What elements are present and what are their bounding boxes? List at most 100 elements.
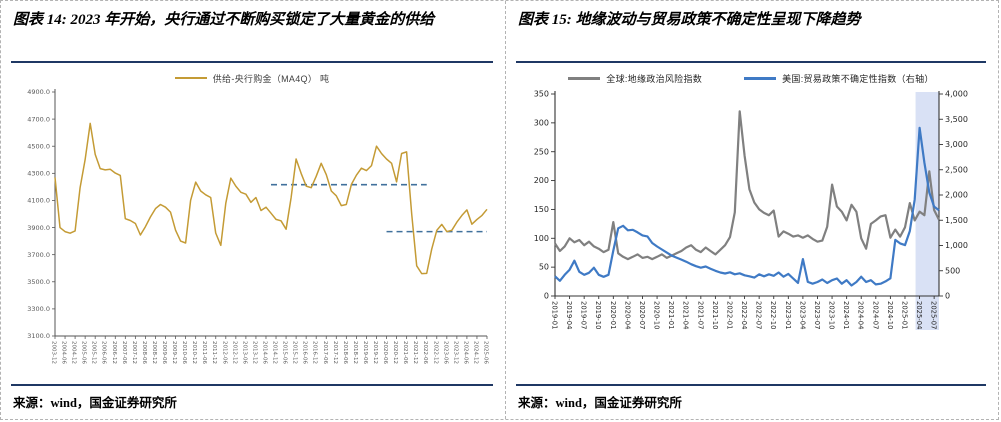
svg-text:2005-12: 2005-12 [91, 341, 97, 364]
svg-text:2016-12: 2016-12 [312, 341, 318, 364]
svg-text:2025-06: 2025-06 [483, 341, 489, 364]
svg-text:2024-12: 2024-12 [472, 341, 478, 364]
svg-text:2023-04: 2023-04 [798, 301, 806, 329]
svg-text:100: 100 [534, 234, 549, 243]
svg-text:2019-10: 2019-10 [594, 301, 602, 329]
gold-line-swatch [174, 77, 207, 79]
legend-item-gpr: 全球:地缘政治风险指数 [568, 72, 702, 85]
right-chart-axes: 3503002502001501005004,0003,5003,0002,50… [534, 90, 968, 330]
figure-14-chart-zone: 供给-央行购金（MA4Q） 吨 4900.0 4700.0 4500.0 4300.0… [11, 63, 493, 384]
figure-14-line-chart: 4900.0 4700.0 4500.0 4300.0 4100.0 3900.0 3700… [27, 88, 489, 364]
figure-15-legend: 全球:地缘政治风险指数 美国:贸易政策不确定性指数（右轴） [568, 70, 933, 86]
svg-text:500: 500 [945, 266, 960, 275]
svg-text:2020-04: 2020-04 [623, 301, 631, 329]
svg-text:2012-06: 2012-06 [221, 341, 227, 364]
svg-text:3300.0: 3300.0 [27, 305, 50, 313]
svg-text:2003-12: 2003-12 [51, 341, 57, 364]
legend-item-supply: 供给-央行购金（MA4Q） 吨 [174, 72, 330, 85]
legend-label-supply: 供给-央行购金（MA4Q） 吨 [212, 73, 330, 84]
svg-text:2018-06: 2018-06 [342, 341, 348, 364]
svg-text:2011-12: 2011-12 [211, 341, 217, 364]
svg-text:3100.0: 3100.0 [27, 332, 50, 340]
figure-15-dual-axis-chart: 3503002502001501005004,0003,5003,0002,50… [534, 90, 968, 330]
svg-text:2006-06: 2006-06 [101, 341, 107, 364]
svg-text:2014-06: 2014-06 [261, 341, 267, 364]
svg-text:2005-06: 2005-06 [81, 341, 87, 364]
svg-text:2016-06: 2016-06 [302, 341, 308, 364]
figure-14-legend: 供给-央行购金（MA4Q） 吨 [174, 70, 330, 86]
svg-text:1,000: 1,000 [945, 241, 968, 250]
svg-text:2018-12: 2018-12 [352, 341, 358, 364]
svg-text:2024-07: 2024-07 [871, 301, 879, 329]
svg-text:2024-04: 2024-04 [857, 301, 865, 329]
svg-text:2023-01: 2023-01 [784, 301, 792, 329]
svg-text:2014-12: 2014-12 [272, 341, 278, 364]
svg-text:300: 300 [534, 118, 549, 127]
svg-text:2020-10: 2020-10 [653, 301, 661, 329]
svg-text:2024-06: 2024-06 [462, 341, 468, 364]
svg-text:2021-12: 2021-12 [412, 341, 418, 364]
svg-text:2021-10: 2021-10 [711, 301, 719, 329]
svg-text:2007-12: 2007-12 [131, 341, 137, 364]
blue-line-swatch [744, 76, 777, 80]
svg-text:2006-12: 2006-12 [111, 341, 117, 364]
svg-text:2020-01: 2020-01 [609, 301, 617, 329]
svg-text:2,500: 2,500 [945, 165, 968, 174]
legend-label-tpu: 美国:贸易政策不确定性指数（右轴） [782, 73, 934, 84]
svg-text:2013-06: 2013-06 [241, 341, 247, 364]
svg-text:2017-12: 2017-12 [332, 341, 338, 364]
svg-text:2021-01: 2021-01 [667, 301, 675, 329]
svg-text:4700.0: 4700.0 [27, 115, 50, 123]
svg-text:2015-06: 2015-06 [282, 341, 288, 364]
svg-text:2010-06: 2010-06 [181, 341, 187, 364]
tpu-series-line [554, 126, 940, 287]
svg-text:2024-01: 2024-01 [842, 301, 850, 329]
svg-text:2004-12: 2004-12 [71, 341, 77, 364]
svg-text:250: 250 [534, 147, 549, 156]
gray-line-swatch [568, 76, 601, 80]
figure-14-title: 图表 14: 2023 年开始，央行通过不断购买锁定了大量黄金的供给 [11, 7, 493, 63]
svg-text:3,000: 3,000 [945, 140, 968, 149]
svg-text:2022-07: 2022-07 [755, 301, 763, 329]
svg-text:2009-06: 2009-06 [161, 341, 167, 364]
svg-text:2023-07: 2023-07 [813, 301, 821, 329]
svg-text:2022-06: 2022-06 [422, 341, 428, 364]
svg-text:2020-06: 2020-06 [382, 341, 388, 364]
svg-text:2019-06: 2019-06 [362, 341, 368, 364]
gpr-series-line [554, 110, 940, 261]
legend-item-tpu: 美国:贸易政策不确定性指数（右轴） [744, 72, 934, 85]
svg-text:2020-12: 2020-12 [392, 341, 398, 364]
svg-text:2021-07: 2021-07 [696, 301, 704, 329]
svg-text:2008-12: 2008-12 [151, 341, 157, 364]
svg-text:50: 50 [539, 263, 549, 272]
figure-15-title: 图表 15: 地缘波动与贸易政策不确定性呈现下降趋势 [516, 7, 986, 63]
svg-text:2022-01: 2022-01 [725, 301, 733, 329]
panel-figure-15: 图表 15: 地缘波动与贸易政策不确定性呈现下降趋势 全球:地缘政治风险指数 美… [505, 1, 998, 419]
svg-text:150: 150 [534, 205, 549, 214]
svg-text:2021-06: 2021-06 [402, 341, 408, 364]
svg-text:1,500: 1,500 [945, 216, 968, 225]
svg-text:4,000: 4,000 [945, 90, 968, 99]
figure-15-chart-zone: 全球:地缘政治风险指数 美国:贸易政策不确定性指数（右轴） 350 300 250 2… [516, 63, 986, 384]
svg-text:2017-06: 2017-06 [322, 341, 328, 364]
svg-text:4300.0: 4300.0 [27, 170, 50, 178]
svg-text:2024-10: 2024-10 [886, 301, 894, 329]
svg-text:3,500: 3,500 [945, 115, 968, 124]
figure-15-source: 来源：wind，国金证券研究所 [516, 384, 986, 413]
svg-text:2007-06: 2007-06 [121, 341, 127, 364]
svg-text:3500.0: 3500.0 [27, 278, 50, 286]
svg-text:0: 0 [544, 292, 549, 301]
svg-text:2021-04: 2021-04 [682, 301, 690, 329]
svg-text:0: 0 [945, 292, 950, 301]
svg-text:2011-06: 2011-06 [201, 341, 207, 364]
svg-text:2023-10: 2023-10 [828, 301, 836, 329]
svg-text:2025-04: 2025-04 [915, 301, 923, 329]
svg-text:2019-07: 2019-07 [580, 301, 588, 329]
svg-text:3900.0: 3900.0 [27, 224, 50, 232]
svg-text:2022-12: 2022-12 [432, 341, 438, 364]
svg-text:2,000: 2,000 [945, 191, 968, 200]
svg-text:2022-04: 2022-04 [740, 301, 748, 329]
svg-text:2009-12: 2009-12 [171, 341, 177, 364]
legend-label-gpr: 全球:地缘政治风险指数 [606, 73, 703, 84]
highlight-band-2025 [915, 92, 939, 330]
